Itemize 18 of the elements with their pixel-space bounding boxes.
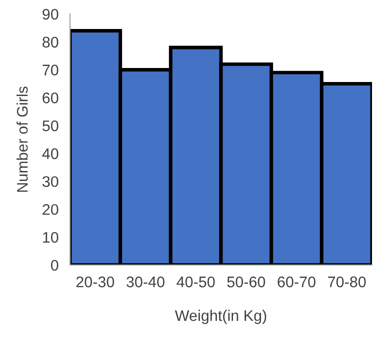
y-tick-label: 50: [42, 120, 58, 132]
y-tick-label: 80: [42, 36, 58, 48]
x-axis-title: Weight(in Kg): [174, 310, 266, 324]
x-tick-label: 40-50: [176, 276, 215, 288]
x-tick-label: 20-30: [76, 276, 114, 288]
y-tick-label: 10: [43, 232, 58, 243]
x-tick-label: 60-70: [278, 276, 316, 288]
y-tick-label: 70: [42, 64, 58, 76]
x-tick-label: 30-40: [126, 276, 164, 288]
y-tick-label: 60: [42, 92, 58, 104]
y-axis-title: Number of Girls: [16, 86, 28, 192]
y-tick-label: 90: [42, 8, 58, 20]
y-tick-label: 30: [42, 176, 58, 188]
y-tick-label: 20: [42, 204, 58, 215]
y-tick-label: 40: [42, 148, 58, 160]
y-tick-label: 0: [50, 260, 58, 271]
x-tick-label: 50-60: [227, 276, 266, 288]
x-tick-label: 70-80: [328, 276, 366, 288]
